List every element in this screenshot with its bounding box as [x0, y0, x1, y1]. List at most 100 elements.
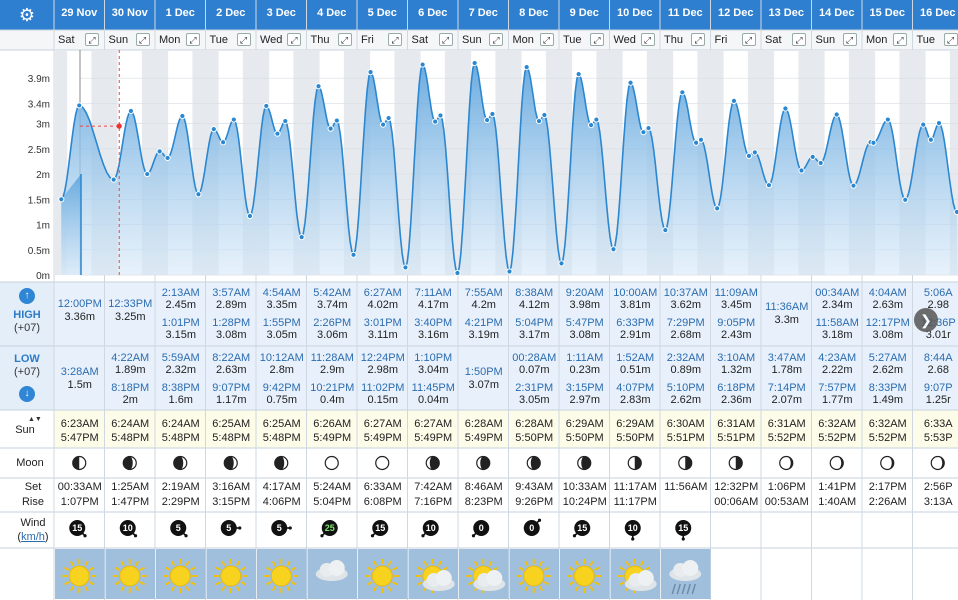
high-time: 12:33PM [108, 298, 153, 310]
low-label: LOW [14, 353, 40, 365]
tide-point [679, 89, 686, 96]
moonset-time: 10:33AM [562, 481, 607, 493]
tide-point [730, 97, 738, 104]
sunset-time: 5:52PM [818, 432, 857, 444]
low-height: 1.78m [771, 364, 803, 376]
tide-area-start [61, 174, 81, 275]
expand-day-icon[interactable]: ⤢ [741, 33, 756, 46]
sunny-icon [257, 549, 307, 599]
tide-point [315, 83, 322, 90]
high-time: 3:40PM [414, 317, 453, 329]
high-height: 3.36m [64, 311, 96, 323]
high-height: 2.98 [927, 299, 949, 311]
high-time: 00:34AM [815, 287, 860, 299]
day-date-label: 7 Dec [468, 7, 498, 19]
low-tide-down-icon[interactable]: ↓ [19, 386, 35, 402]
tide-point [850, 182, 857, 189]
high-time: 1:01PM [161, 317, 200, 329]
low-height: 2.97m [569, 394, 601, 406]
expand-day-icon[interactable]: ⤢ [792, 33, 806, 46]
expand-day-icon[interactable]: ⤢ [590, 33, 604, 46]
low-time: 11:28AM [310, 352, 354, 364]
y-tick-label: 2.5m [28, 145, 50, 156]
moonset-time: 3:16AM [212, 481, 251, 493]
expand-day-icon[interactable]: ⤢ [893, 33, 907, 46]
tide-point [58, 196, 65, 203]
low-height: 2.68 [927, 364, 949, 376]
tide-point [246, 212, 254, 220]
day-date-label: 2 Dec [216, 7, 246, 19]
expand-day-icon[interactable]: ⤢ [640, 33, 655, 46]
low-height: 2.32m [165, 364, 197, 376]
expand-day-icon[interactable]: ⤢ [691, 33, 705, 46]
moonrise-time: 2:26AM [868, 496, 907, 508]
sunrise-time: 6:23AM [60, 418, 99, 430]
sunrise-time: 6:25AM [262, 418, 301, 430]
expand-day-icon[interactable]: ⤢ [135, 33, 150, 46]
expand-day-icon[interactable]: ⤢ [287, 33, 301, 46]
day-of-week-label: Mon [512, 34, 534, 46]
moonset-time: 1:41PM [818, 481, 857, 493]
day-of-week-label: Wed [260, 34, 283, 46]
tide-point [627, 79, 634, 86]
high-height: 3.16m [417, 329, 449, 341]
low-height: 2.22m [821, 364, 853, 376]
sunset-time: 5:48PM [212, 432, 251, 444]
expand-day-icon[interactable]: ⤢ [539, 33, 554, 46]
high-height: 3.15m [165, 329, 197, 341]
low-time: 10:12AM [259, 352, 304, 364]
expand-day-icon[interactable]: ⤢ [943, 33, 958, 46]
expand-day-icon[interactable]: ⤢ [489, 33, 503, 46]
expand-day-icon[interactable]: ⤢ [842, 33, 857, 46]
next-page-chevron-right-icon[interactable]: ❯ [914, 308, 938, 332]
settings-gear-icon[interactable]: ⚙ [18, 4, 36, 25]
expand-day-icon[interactable]: ⤢ [85, 33, 99, 46]
low-time: 3:28AM [60, 366, 99, 378]
moon-waxing-icon [173, 455, 188, 471]
wind-arrow-icon [170, 520, 188, 538]
high-time: 3:01PM [363, 317, 402, 329]
expand-day-icon[interactable]: ⤢ [337, 33, 352, 46]
moonset-label: Set [24, 481, 42, 493]
sunrise-time: 6:24AM [161, 418, 200, 430]
tide-area [61, 63, 957, 275]
high-tide-up-icon[interactable]: ↑ [19, 288, 35, 304]
wind-arrow-icon [220, 520, 242, 536]
moonset-time: 9:43AM [515, 481, 554, 493]
low-height: 0.04m [417, 394, 449, 406]
wind-unit-link[interactable]: (km/h) [17, 531, 49, 543]
low-height: 2.62m [872, 364, 904, 376]
low-time: 10:21PM [310, 382, 355, 394]
expand-day-icon[interactable]: ⤢ [388, 33, 402, 46]
sunny-icon [156, 549, 206, 599]
expand-day-icon[interactable]: ⤢ [236, 33, 251, 46]
low-time: 4:22AM [111, 352, 150, 364]
sunset-time: 5:51PM [666, 432, 705, 444]
moon-first-quarter-icon [72, 455, 87, 471]
sunrise-time: 6:31AM [767, 418, 806, 430]
high-height: 3.3m [774, 314, 799, 326]
tide-point [662, 226, 669, 234]
expand-day-icon[interactable]: ⤢ [438, 33, 453, 46]
sun-sort-icon[interactable]: ▲▼ [28, 416, 42, 423]
high-height: 3.19m [468, 329, 500, 341]
high-label: HIGH [13, 309, 41, 321]
low-height: 1.25r [925, 394, 951, 406]
high-height: 3.01r [925, 329, 951, 341]
day-date-label: 16 Dec [920, 7, 956, 19]
high-height: 2.63m [872, 299, 904, 311]
expand-day-icon[interactable]: ⤢ [186, 33, 200, 46]
moon-waning-crescent-icon [779, 455, 794, 471]
low-height: 2.83m [619, 394, 651, 406]
tide-point [927, 136, 934, 143]
wind-speed-label: 15 [577, 523, 587, 533]
high-timezone-label: (+07) [14, 322, 40, 334]
wind-unit-text[interactable]: km/h [21, 531, 45, 543]
moonset-time: 11:56AM [664, 481, 708, 493]
sunrise-time: 6:27AM [363, 418, 402, 430]
tide-point [110, 176, 117, 183]
wind-arrow-icon [523, 518, 542, 536]
low-height: 1.6m [168, 394, 193, 406]
low-height: 0.51m [619, 364, 651, 376]
